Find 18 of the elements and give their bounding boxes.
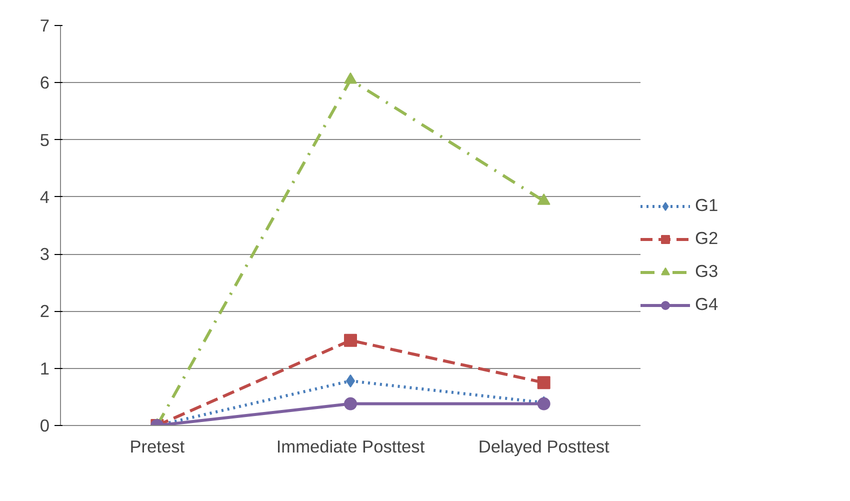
y-tick-label: 7 bbox=[40, 16, 50, 36]
point bbox=[344, 334, 357, 347]
y-tick-label: 0 bbox=[40, 416, 50, 436]
x-tick-label: Delayed Posttest bbox=[478, 436, 610, 456]
y-tick-label: 3 bbox=[40, 244, 50, 264]
y-tick-label: 1 bbox=[40, 358, 50, 378]
point bbox=[344, 397, 357, 410]
point bbox=[537, 376, 550, 390]
x-tick-label: Immediate Posttest bbox=[276, 436, 425, 456]
y-tick-label: 5 bbox=[40, 130, 50, 150]
y-tick-label: 6 bbox=[40, 72, 50, 93]
x-tick-label: Pretest bbox=[130, 436, 185, 456]
legend-label: G1 bbox=[695, 195, 718, 216]
y-tick-label: 2 bbox=[40, 301, 50, 322]
legend-label: G3 bbox=[695, 261, 718, 282]
legend-label: G4 bbox=[695, 294, 718, 315]
legend-label: G2 bbox=[695, 228, 718, 249]
y-tick-label: 4 bbox=[40, 186, 50, 207]
